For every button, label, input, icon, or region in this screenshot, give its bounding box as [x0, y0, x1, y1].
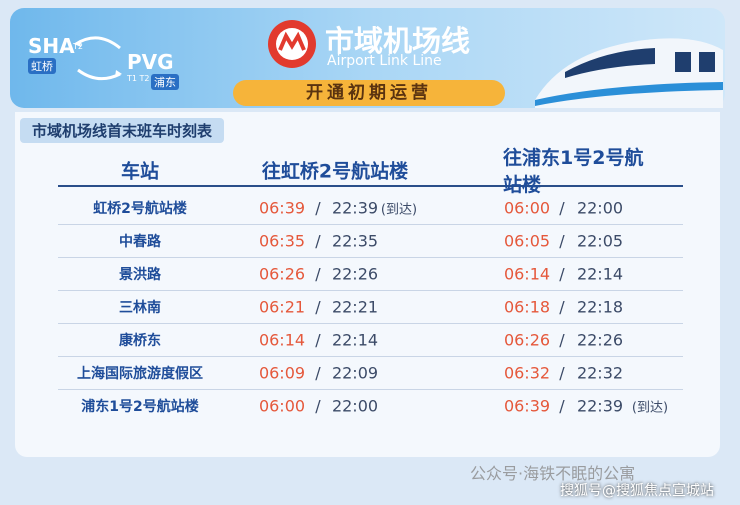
separator: / [559, 198, 565, 218]
table-panel [15, 112, 720, 457]
separator: / [559, 231, 565, 251]
from-code: SHA [28, 34, 75, 58]
watermark: 搜狐号@搜狐焦点宣城站 [560, 483, 714, 499]
first-train: 06:39 [258, 198, 306, 218]
row-divider [58, 257, 683, 258]
station: 中春路 [119, 234, 161, 250]
column-header: 往虹桥2号航站楼 [261, 160, 409, 183]
separator: / [315, 396, 321, 416]
header-rule [58, 185, 683, 187]
table-title: 市域机场线首末班车时刻表 [20, 118, 225, 143]
first-train: 06:21 [258, 297, 306, 317]
separator: / [315, 231, 321, 251]
first-train: 06:32 [503, 363, 551, 383]
row-divider [58, 389, 683, 390]
subtitle: Airport Link Line [327, 53, 442, 69]
separator: / [559, 297, 565, 317]
row-divider [58, 290, 683, 291]
first-train: 06:26 [258, 264, 306, 284]
last-train: 22:14 [576, 264, 624, 284]
column-header: 车站 [120, 160, 160, 183]
first-train: 06:14 [503, 264, 551, 284]
last-train: 22:05 [576, 231, 624, 251]
last-train: 22:21 [331, 297, 379, 317]
last-train: 22:35 [331, 231, 379, 251]
station: 康桥东 [119, 333, 161, 349]
separator: / [315, 330, 321, 350]
station: 三林南 [119, 300, 161, 316]
to-code: PVG [127, 50, 174, 74]
badge: 开通初期运营 [233, 80, 505, 106]
station: 虹桥2号航站楼 [93, 201, 187, 217]
station: 浦东1号2号航站楼 [81, 399, 199, 415]
row-divider [58, 356, 683, 357]
last-train: 22:39 [576, 396, 624, 416]
note: (到达) [380, 202, 418, 218]
separator: / [315, 264, 321, 284]
last-train: 22:00 [331, 396, 379, 416]
last-train: 22:32 [576, 363, 624, 383]
separator: / [559, 330, 565, 350]
separator: / [559, 363, 565, 383]
first-train: 06:00 [258, 396, 306, 416]
separator: / [559, 264, 565, 284]
first-train: 06:35 [258, 231, 306, 251]
logo [268, 20, 316, 68]
first-train: 06:26 [503, 330, 551, 350]
last-train: 22:26 [576, 330, 624, 350]
last-train: 22:00 [576, 198, 624, 218]
first-train: 06:14 [258, 330, 306, 350]
last-train: 22:14 [331, 330, 379, 350]
separator: / [559, 396, 565, 416]
title: 市域机场线 [325, 24, 471, 58]
separator: / [315, 363, 321, 383]
separator: / [315, 297, 321, 317]
to-terminal: T1 T2 [127, 74, 150, 83]
last-train: 22:26 [331, 264, 379, 284]
column-header: 往浦东1号2号航站楼 [503, 147, 644, 196]
from-terminal: T2 [73, 42, 83, 51]
to-name: 浦东 [151, 74, 179, 90]
from-name: 虹桥 [28, 58, 56, 74]
train [535, 38, 723, 108]
last-train: 22:18 [576, 297, 624, 317]
note: (到达) [631, 400, 669, 416]
first-train: 06:09 [258, 363, 306, 383]
row-divider [58, 323, 683, 324]
first-train: 06:05 [503, 231, 551, 251]
first-train: 06:18 [503, 297, 551, 317]
first-train: 06:00 [503, 198, 551, 218]
last-train: 22:09 [331, 363, 379, 383]
last-train: 22:39 [331, 198, 379, 218]
station: 上海国际旅游度假区 [77, 366, 203, 382]
arrows [74, 36, 122, 81]
row-divider [58, 224, 683, 225]
separator: / [315, 198, 321, 218]
watermark: 公众号·海铁不眠的公寓 [470, 464, 636, 483]
first-train: 06:39 [503, 396, 551, 416]
station: 景洪路 [119, 267, 161, 283]
